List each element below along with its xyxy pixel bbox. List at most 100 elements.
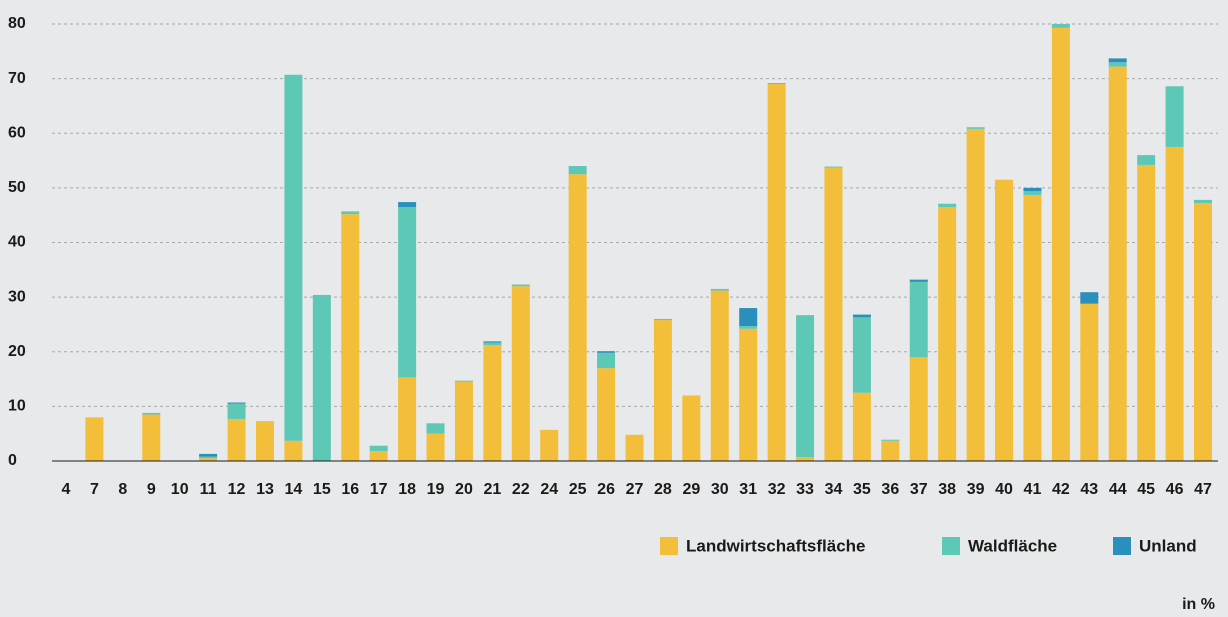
bar-segment: [1080, 303, 1099, 461]
bar-segment: [852, 392, 871, 461]
x-tick-label: 25: [569, 481, 587, 498]
y-tick-label: 80: [8, 15, 26, 32]
bar-segment: [1165, 86, 1184, 147]
bar-segment: [938, 203, 957, 207]
x-tick-label: 19: [427, 481, 445, 498]
bar-segment: [1137, 164, 1156, 461]
bar-segment: [1194, 203, 1212, 462]
bar-segment: [1165, 146, 1184, 461]
bar-segment: [1080, 292, 1099, 304]
bar-segment: [710, 288, 729, 291]
bar-segment: [995, 179, 1014, 461]
bar-segment: [597, 352, 616, 369]
y-tick-label: 0: [8, 452, 17, 469]
bar-segment: [966, 127, 985, 129]
bar-segment: [909, 281, 928, 358]
x-tick-label: 46: [1166, 481, 1184, 498]
bar-segment: [483, 341, 502, 343]
x-tick-label: 27: [626, 481, 644, 498]
x-tick-label: 38: [938, 481, 956, 498]
bar-segment: [199, 453, 218, 457]
x-tick-label: 36: [881, 481, 899, 498]
bar-segment: [227, 418, 246, 461]
x-tick-label: 45: [1137, 481, 1155, 498]
legend-swatch: [942, 537, 960, 555]
x-tick-label: 14: [285, 481, 303, 498]
bar-segment: [1194, 199, 1212, 204]
bar-segment: [966, 128, 985, 461]
legend-swatch: [660, 537, 678, 555]
bar-segment: [369, 451, 388, 461]
bar-segment: [824, 166, 843, 168]
bar-segment: [142, 412, 161, 415]
x-tick-label: 26: [597, 481, 615, 498]
legend-label: Unland: [1139, 536, 1197, 555]
bar-segment: [739, 328, 758, 461]
x-tick-label: 41: [1024, 481, 1042, 498]
bar-segment: [1108, 58, 1127, 63]
x-tick-label: 4: [62, 481, 71, 498]
bar-segment: [653, 320, 672, 461]
bar-segment: [653, 318, 672, 321]
bar-segment: [824, 167, 843, 461]
bar-segment: [796, 315, 815, 458]
bar-segment: [767, 82, 786, 85]
x-tick-label: 20: [455, 481, 473, 498]
bar-segment: [938, 206, 957, 461]
x-tick-label: 44: [1109, 481, 1127, 498]
x-tick-label: 11: [200, 481, 217, 498]
bar-segment: [454, 380, 473, 382]
bar-segment: [909, 279, 928, 282]
x-tick-label: 35: [853, 481, 871, 498]
x-tick-label: 43: [1080, 481, 1098, 498]
legend-label: Landwirtschaftsfläche: [686, 536, 866, 555]
bar-segment: [454, 381, 473, 461]
x-tick-label: 30: [711, 481, 729, 498]
bar-segment: [796, 457, 815, 461]
x-tick-label: 34: [825, 481, 843, 498]
bar-segment: [1023, 194, 1042, 461]
bar-segment: [511, 286, 530, 461]
bar-segment: [1137, 155, 1156, 165]
bar-segment: [1108, 66, 1127, 462]
bar-segment: [199, 456, 218, 459]
bar-segment: [511, 284, 530, 287]
bar-segment: [1023, 187, 1042, 192]
x-tick-label: 9: [147, 481, 156, 498]
y-tick-label: 40: [8, 234, 26, 251]
x-tick-label: 39: [967, 481, 985, 498]
x-tick-label: 21: [483, 481, 501, 498]
bar-segment: [398, 206, 417, 378]
x-tick-label: 40: [995, 481, 1013, 498]
bar-segment: [1051, 27, 1070, 461]
bar-segment: [398, 377, 417, 461]
bar-segment: [568, 174, 587, 461]
x-tick-label: 17: [370, 481, 388, 498]
bar-segment: [682, 395, 701, 461]
bar-segment: [881, 439, 900, 441]
y-tick-label: 70: [8, 70, 26, 87]
y-tick-label: 30: [8, 288, 26, 305]
x-tick-label: 8: [118, 481, 127, 498]
bar-segment: [398, 202, 417, 207]
x-tick-label: 10: [171, 481, 189, 498]
bar-segment: [199, 458, 218, 461]
bar-segment: [540, 429, 559, 461]
y-tick-label: 10: [8, 398, 26, 415]
bar-segment: [312, 294, 331, 461]
y-tick-label: 20: [8, 343, 26, 360]
x-tick-label: 29: [682, 481, 700, 498]
bar-segment: [426, 423, 445, 434]
bar-segment: [881, 440, 900, 461]
x-tick-label: 18: [398, 481, 416, 498]
bar-segment: [1051, 24, 1070, 28]
bar-segment: [597, 368, 616, 461]
x-tick-label: 47: [1194, 481, 1212, 498]
x-tick-label: 12: [228, 481, 246, 498]
bar-segment: [284, 440, 303, 461]
bar-segment: [483, 345, 502, 461]
x-tick-label: 42: [1052, 481, 1070, 498]
bar-segment: [852, 317, 871, 393]
bar-segment: [426, 433, 445, 461]
